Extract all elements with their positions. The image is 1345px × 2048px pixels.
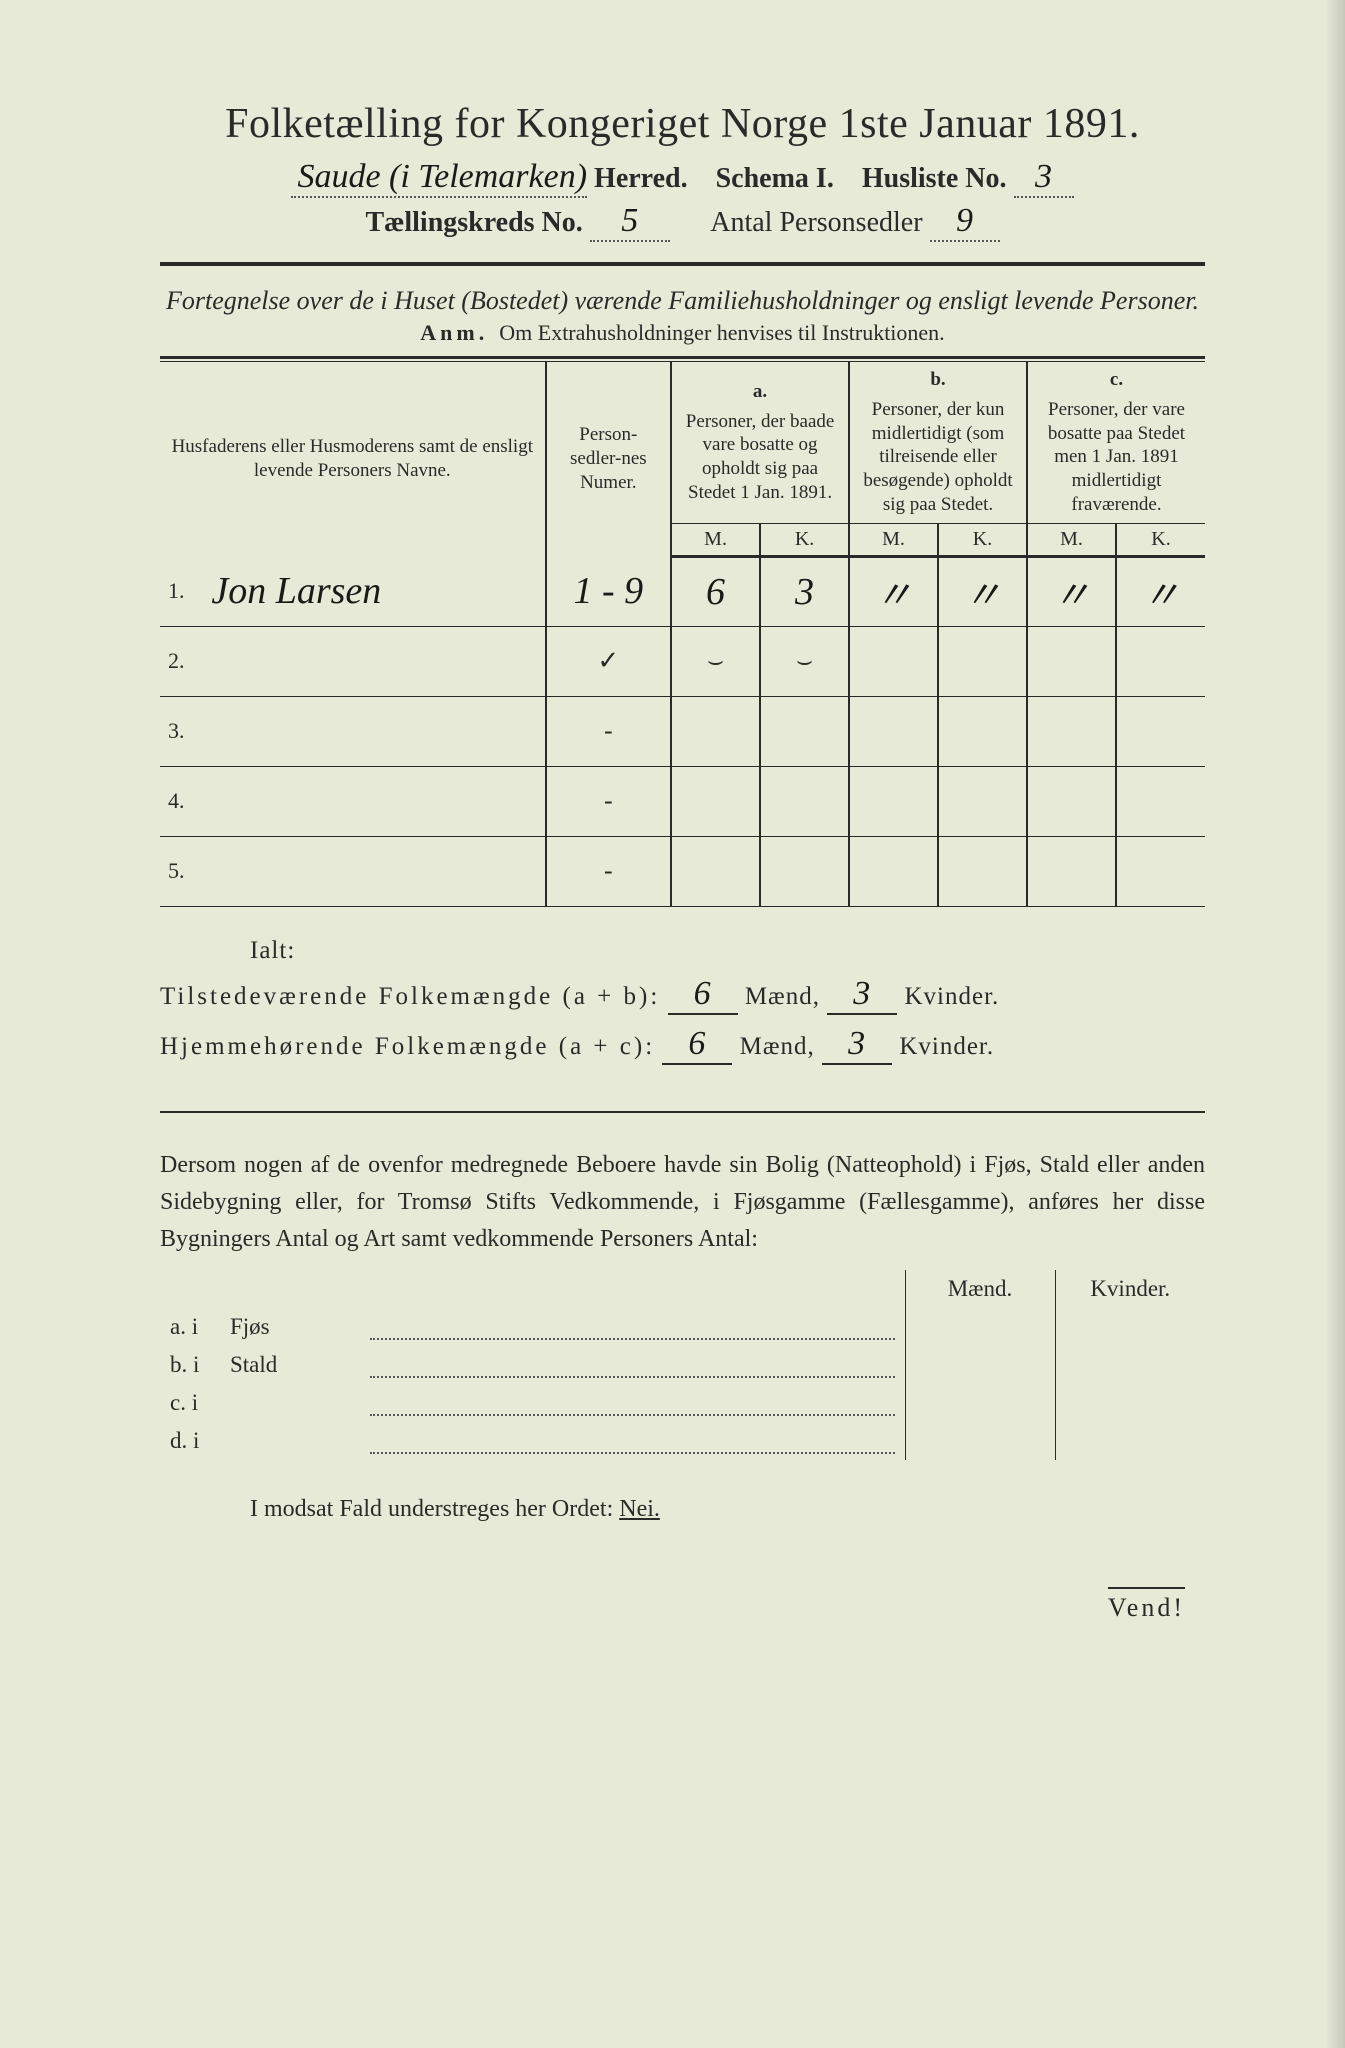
herred-line: Saude (i Telemarken) Herred. Schema I. H…	[160, 158, 1205, 198]
table-row: 1. Jon Larsen 1 - 9 6 3 〃 〃 〃 〃	[160, 556, 1205, 626]
col-name-header: Husfaderens eller Husmoderens samt de en…	[160, 362, 546, 556]
sum-line-1: Tilstedeværende Folkemængde (a + b): 6 M…	[160, 975, 1205, 1015]
table-row: 3. -	[160, 696, 1205, 766]
main-table: Husfaderens eller Husmoderens samt de en…	[160, 362, 1205, 907]
paragraph: Dersom nogen af de ovenfor medregnede Be…	[160, 1147, 1205, 1259]
table-body: 1. Jon Larsen 1 - 9 6 3 〃 〃 〃 〃 2. ✓ ⌣ ⌣…	[160, 556, 1205, 906]
herred-label: Herred.	[594, 163, 688, 194]
husliste-label: Husliste No.	[862, 163, 1007, 194]
table-row: 2. ✓ ⌣ ⌣	[160, 626, 1205, 696]
col-a-k: K.	[760, 523, 849, 556]
anm-line: Anm. Om Extrahusholdninger henvises til …	[160, 320, 1205, 346]
table-row: 4. -	[160, 766, 1205, 836]
page-title: Folketælling for Kongeriget Norge 1ste J…	[160, 100, 1205, 148]
sum1-k: 3	[827, 975, 897, 1015]
sub-kvinder: Kvinder.	[1055, 1270, 1205, 1308]
rule-3	[160, 1111, 1205, 1113]
col-a-header: a.Personer, der baade vare bosatte og op…	[671, 362, 849, 523]
col-c-header: c.Personer, der vare bosatte paa Stedet …	[1027, 362, 1205, 523]
herred-value: Saude (i Telemarken)	[291, 158, 587, 198]
sedler-label: Antal Personsedler	[710, 207, 922, 238]
sub-table: Mænd. Kvinder. a. i Fjøs b. i Stald c. i…	[160, 1270, 1205, 1460]
page-shadow	[1325, 0, 1345, 2048]
sum1-m: 6	[668, 975, 738, 1015]
kreds-label: Tællingskreds No.	[365, 207, 582, 238]
subtitle: Fortegnelse over de i Huset (Bostedet) v…	[160, 286, 1205, 316]
row1-name: Jon Larsen	[211, 570, 381, 612]
husliste-value: 3	[1014, 158, 1074, 198]
nei-line: I modsat Fald understreges her Ordet: Ne…	[160, 1496, 1205, 1523]
kreds-value: 5	[590, 202, 670, 242]
sub-row: b. i Stald	[160, 1346, 1205, 1384]
table-row: 5. -	[160, 836, 1205, 906]
anm-text: Om Extrahusholdninger henvises til Instr…	[499, 320, 944, 345]
sub-row: a. i Fjøs	[160, 1308, 1205, 1346]
anm-label: Anm.	[420, 320, 488, 345]
sub-row: c. i	[160, 1384, 1205, 1422]
col-b-m: M.	[849, 523, 938, 556]
rule-1	[160, 262, 1205, 266]
sub-row: d. i	[160, 1422, 1205, 1460]
col-c-k: K.	[1116, 523, 1205, 556]
col-a-m: M.	[671, 523, 760, 556]
sub-maend: Mænd.	[905, 1270, 1055, 1308]
census-form-page: Folketælling for Kongeriget Norge 1ste J…	[0, 0, 1345, 2048]
col-b-k: K.	[938, 523, 1027, 556]
sum2-m: 6	[662, 1025, 732, 1065]
sedler-value: 9	[930, 202, 1000, 242]
vend-label: Vend!	[160, 1593, 1205, 1623]
kreds-line: Tællingskreds No. 5 Antal Personsedler 9	[160, 202, 1205, 242]
col-num-header: Person-sedler-nes Numer.	[546, 362, 671, 556]
sum2-k: 3	[822, 1025, 892, 1065]
col-b-header: b.Personer, der kun midlertidigt (som ti…	[849, 362, 1027, 523]
schema-label: Schema I.	[716, 163, 834, 194]
nei-word: Nei.	[619, 1496, 660, 1522]
sum-line-2: Hjemmehørende Folkemængde (a + c): 6 Mæn…	[160, 1025, 1205, 1065]
ialt-label: Ialt:	[160, 937, 1205, 965]
col-c-m: M.	[1027, 523, 1116, 556]
